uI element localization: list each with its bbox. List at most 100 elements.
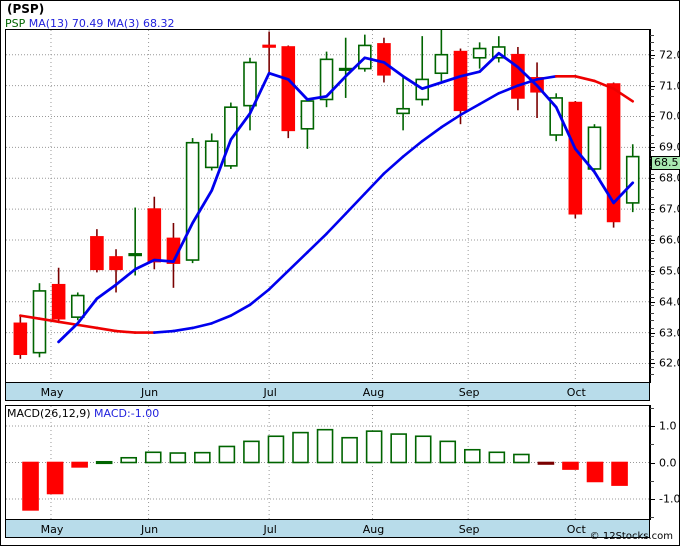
price-tick-label: 72.0: [659, 48, 680, 62]
macd-plot: [6, 406, 649, 519]
price-month-axis: May Jun Jul Aug Sep Oct: [5, 383, 650, 401]
month-label-jun: Jun: [140, 523, 159, 536]
price-minor-tick: [650, 111, 654, 113]
price-tick-label: 66.0: [659, 233, 680, 247]
price-minor-tick: [650, 235, 654, 237]
price-tick-mark: [650, 178, 655, 180]
price-minor-tick: [650, 150, 654, 152]
macd-legend: MACD(26,12,9) MACD:-1.00: [7, 407, 159, 420]
price-minor-tick: [650, 227, 654, 229]
macd-histogram-svg: [6, 406, 649, 519]
price-minor-tick: [650, 142, 654, 144]
month-label-jun: Jun: [140, 386, 159, 399]
price-minor-tick: [650, 320, 654, 322]
legend-symbol: PSP: [5, 17, 26, 30]
macd-month-axis: May Jun Jul Aug Sep Oct: [5, 520, 650, 538]
month-label-oct: Oct: [566, 523, 586, 536]
price-minor-tick: [650, 304, 654, 306]
price-minor-tick: [650, 327, 654, 329]
price-tick-label: 71.0: [659, 79, 680, 93]
price-minor-tick: [650, 351, 654, 353]
macd-value-label: MACD:-1.00: [94, 407, 160, 420]
price-minor-tick: [650, 104, 654, 106]
price-minor-tick: [650, 243, 654, 245]
price-minor-tick: [650, 335, 654, 337]
price-tick-mark: [650, 270, 655, 272]
price-minor-tick: [650, 343, 654, 345]
price-tick-mark: [650, 363, 655, 365]
price-minor-tick: [650, 297, 654, 299]
price-minor-tick: [650, 127, 654, 129]
price-tick-mark: [650, 301, 655, 303]
price-candlestick-svg: [6, 30, 649, 382]
price-tick-mark: [650, 239, 655, 241]
macd-tick-mark: [650, 498, 655, 500]
price-minor-tick: [650, 212, 654, 214]
price-tick-label: 69.0: [659, 140, 680, 154]
price-minor-tick: [650, 358, 654, 360]
macd-tick-label: 1.0: [659, 419, 677, 433]
macd-indicator-label: MACD(26,12,9): [7, 407, 91, 420]
month-label-aug: Aug: [362, 523, 385, 536]
month-label-jul: Jul: [263, 386, 277, 399]
price-plot: [6, 30, 649, 382]
month-label-oct: Oct: [566, 386, 586, 399]
price-minor-tick: [650, 88, 654, 90]
price-minor-tick: [650, 196, 654, 198]
month-label-may: May: [40, 386, 64, 399]
price-minor-tick: [650, 266, 654, 268]
price-tick-mark: [650, 116, 655, 118]
macd-y-axis: 1.0 0.0 -1.0: [650, 405, 680, 520]
price-tick-label: 67.0: [659, 202, 680, 216]
price-tick-mark: [650, 209, 655, 211]
price-minor-tick: [650, 250, 654, 252]
price-minor-tick: [650, 189, 654, 191]
price-tick-mark: [650, 147, 655, 149]
price-minor-tick: [650, 119, 654, 121]
price-axis-line: [650, 29, 651, 383]
price-minor-tick: [650, 181, 654, 183]
month-label-may: May: [40, 523, 64, 536]
price-tick-label: 68.0: [659, 171, 680, 185]
legend-ma13-value: 70.49: [71, 17, 104, 30]
macd-tick-label: -1.0: [659, 492, 680, 506]
price-minor-tick: [650, 73, 654, 75]
copyright-footer: © 12Stocks.com: [589, 531, 673, 542]
price-tick-mark: [650, 85, 655, 87]
macd-minor-tick: [650, 444, 654, 446]
price-minor-tick: [650, 312, 654, 314]
page-title: (PSP): [7, 2, 45, 16]
price-minor-tick: [650, 258, 654, 260]
price-minor-tick: [650, 219, 654, 221]
month-label-sep: Sep: [458, 386, 480, 399]
macd-chart-panel[interactable]: [5, 405, 650, 520]
price-minor-tick: [650, 80, 654, 82]
price-tick-mark: [650, 332, 655, 334]
price-minor-tick: [650, 34, 654, 36]
price-minor-tick: [650, 273, 654, 275]
month-label-jul: Jul: [263, 523, 277, 536]
price-tick-label: 64.0: [659, 295, 680, 309]
price-minor-tick: [650, 281, 654, 283]
current-price-badge: 68.5: [651, 155, 680, 170]
legend-ma3-value: 68.32: [142, 17, 175, 30]
price-minor-tick: [650, 96, 654, 98]
price-tick-label: 63.0: [659, 326, 680, 340]
macd-tick-mark: [650, 462, 655, 464]
price-tick-label: 62.0: [659, 356, 680, 370]
price-tick-label: 65.0: [659, 264, 680, 278]
price-minor-tick: [650, 134, 654, 136]
price-minor-tick: [650, 366, 654, 368]
price-minor-tick: [650, 289, 654, 291]
price-minor-tick: [650, 374, 654, 376]
price-chart-panel[interactable]: [5, 29, 650, 383]
legend-ma13-label: MA(13): [28, 17, 69, 30]
macd-minor-tick: [650, 407, 654, 409]
price-minor-tick: [650, 42, 654, 44]
price-tick-mark: [650, 54, 655, 56]
price-legend: PSP MA(13) 70.49 MA(3) 68.32: [5, 17, 174, 30]
price-minor-tick: [650, 50, 654, 52]
macd-minor-tick: [650, 517, 654, 519]
macd-tick-label: 0.0: [659, 456, 677, 469]
